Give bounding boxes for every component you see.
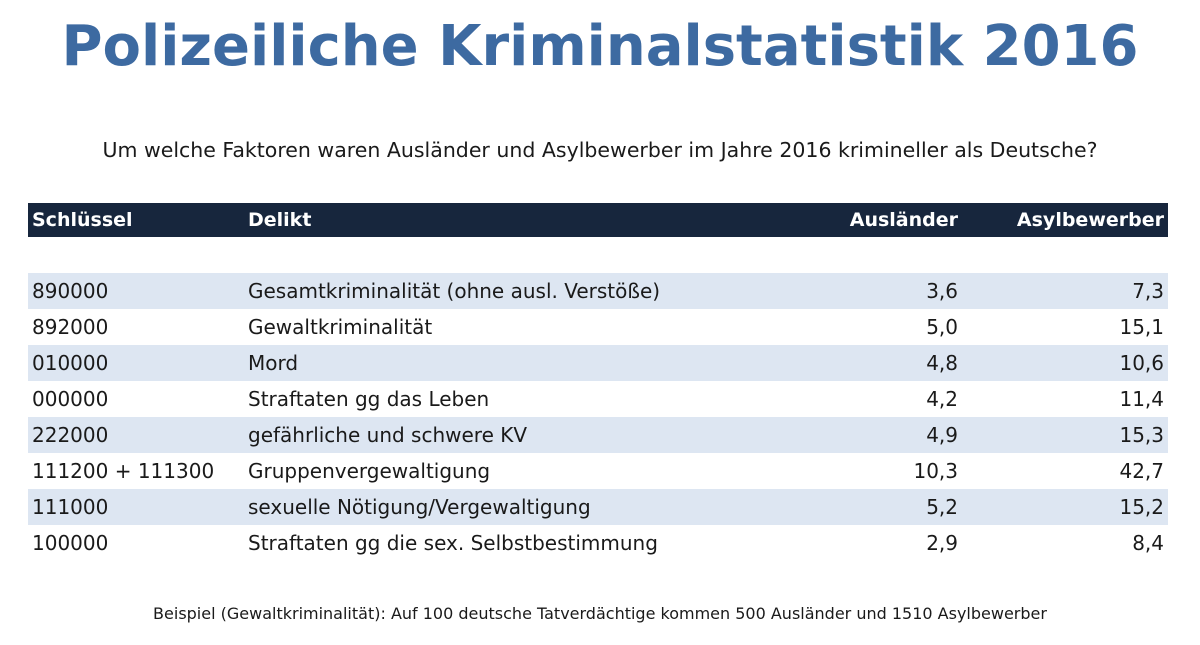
cell-schluessel: 111000 <box>32 495 109 519</box>
cell-delikt: Straftaten gg die sex. Selbstbestimmung <box>248 531 658 555</box>
cell-asylbewerber: 8,4 <box>1132 531 1164 555</box>
header-delikt: Delikt <box>248 209 312 231</box>
page-title: Polizeiliche Kriminalstatistik 2016 <box>61 14 1139 79</box>
cell-auslaender: 4,8 <box>926 351 958 375</box>
table-row: 111200 + 111300 Gruppenvergewaltigung 10,3… <box>28 453 1168 489</box>
cell-schluessel: 100000 <box>32 531 109 555</box>
cell-schluessel: 111200 + 111300 <box>32 459 215 483</box>
cell-schluessel: 010000 <box>32 351 109 375</box>
cell-auslaender: 3,6 <box>926 279 958 303</box>
cell-auslaender: 2,9 <box>926 531 958 555</box>
cell-schluessel: 000000 <box>32 387 109 411</box>
cell-delikt: gefährliche und schwere KV <box>248 423 528 447</box>
cell-delikt: Mord <box>248 351 299 375</box>
cell-asylbewerber: 7,3 <box>1132 279 1164 303</box>
cell-auslaender: 10,3 <box>913 459 958 483</box>
cell-delikt: Straftaten gg das Leben <box>248 387 490 411</box>
table-spacer <box>28 237 1168 273</box>
table-body: 890000 Gesamtkriminalität (ohne ausl. Ver… <box>28 273 1168 561</box>
cell-asylbewerber: 10,6 <box>1119 351 1164 375</box>
cell-schluessel: 890000 <box>32 279 109 303</box>
header-schluessel: Schlüssel <box>32 209 133 231</box>
cell-asylbewerber: 42,7 <box>1119 459 1164 483</box>
cell-delikt: sexuelle Nötigung/Vergewaltigung <box>248 495 591 519</box>
page-subtitle: Um welche Faktoren waren Ausländer und A… <box>102 138 1098 162</box>
cell-auslaender: 5,2 <box>926 495 958 519</box>
cell-asylbewerber: 11,4 <box>1119 387 1164 411</box>
statistics-table: Schlüssel Delikt Ausländer Asylbewerber … <box>28 203 1168 561</box>
table-row: 890000 Gesamtkriminalität (ohne ausl. Ver… <box>28 273 1168 309</box>
footnote: Beispiel (Gewaltkriminalität): Auf 100 d… <box>153 604 1047 623</box>
cell-schluessel: 892000 <box>32 315 109 339</box>
header-asylbewerber: Asylbewerber <box>1016 209 1164 231</box>
header-auslaender: Ausländer <box>849 209 958 231</box>
cell-asylbewerber: 15,3 <box>1119 423 1164 447</box>
table-row: 000000 Straftaten gg das Leben 4,2 11,4 <box>28 381 1168 417</box>
table-row: 010000 Mord 4,8 10,6 <box>28 345 1168 381</box>
cell-asylbewerber: 15,2 <box>1119 495 1164 519</box>
table-row: 111000 sexuelle Nötigung/Vergewaltigung 5,… <box>28 489 1168 525</box>
cell-auslaender: 4,2 <box>926 387 958 411</box>
table-header: Schlüssel Delikt Ausländer Asylbewerber <box>28 203 1168 237</box>
cell-delikt: Gesamtkriminalität (ohne ausl. Verstöße) <box>248 279 661 303</box>
table-row: 100000 Straftaten gg die sex. Selbstbesti… <box>28 525 1168 561</box>
cell-asylbewerber: 15,1 <box>1119 315 1164 339</box>
cell-schluessel: 222000 <box>32 423 109 447</box>
table-row: 222000 gefährliche und schwere KV 4,9 15,3 <box>28 417 1168 453</box>
cell-delikt: Gruppenvergewaltigung <box>248 459 491 483</box>
cell-auslaender: 4,9 <box>926 423 958 447</box>
cell-auslaender: 5,0 <box>926 315 958 339</box>
table-row: 892000 Gewaltkriminalität 5,0 15,1 <box>28 309 1168 345</box>
cell-delikt: Gewaltkriminalität <box>248 315 433 339</box>
